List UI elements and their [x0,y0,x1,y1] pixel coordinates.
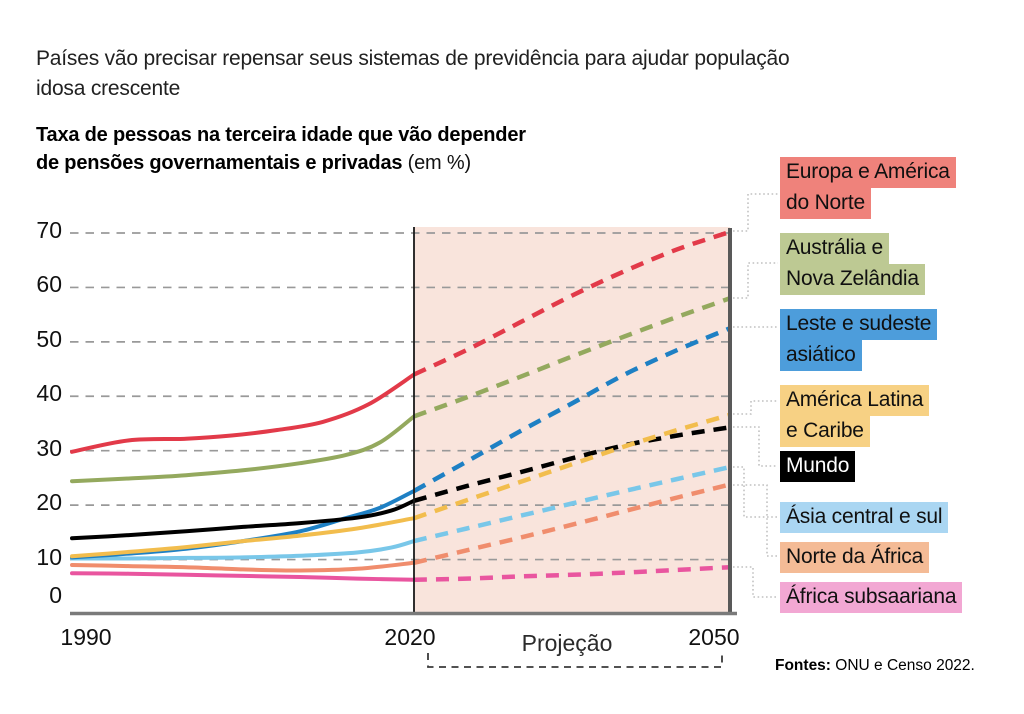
legend-item-australia: Austrália e Nova Zelândia [780,233,925,295]
leader-line-mundo [733,426,778,467]
legend-item-leste: Leste e sudeste asiático [780,309,938,371]
chart-title-line-1: Taxa de pessoas na terceira idade que vã… [36,124,526,146]
leader-line-norte_africa [733,484,778,557]
legend-item-norte_africa: Norte da África [780,542,930,573]
legend-item-mundo: Mundo [780,451,856,482]
series-solid-europa [70,372,416,454]
legend-label-australia-line-2: Nova Zelândia [780,264,925,295]
headline: Países vão precisar repensar seus sistem… [36,44,790,104]
legend-label-norte_africa-line-1: Norte da África [780,542,930,573]
y-tick-10: 10 [36,543,62,570]
chart-title-line-2: de pensões governamentais e privadas (em… [36,152,471,174]
headline-line-2: idosa crescente [36,77,181,100]
chart-title-unit: (em %) [407,152,471,174]
chart-title: Taxa de pessoas na terceira idade que vã… [36,121,526,177]
legend-label-europa-line-2: do Norte [780,188,871,219]
leader-line-latina [733,400,778,415]
legend-item-europa: Europa e América do Norte [780,157,956,219]
x-tick-2020: 2020 [384,624,436,650]
series-projection-asia_central [413,464,731,544]
y-tick-0: 0 [49,582,62,608]
legend-label-leste-line-2: asiático [780,340,862,371]
headline-line-1: Países vão precisar repensar seus sistem… [36,47,790,70]
legend-label-latina-line-1: América Latina [780,385,930,416]
series-solid-africa_sub [70,571,416,582]
series-projection-norte_africa [413,482,731,565]
leader-line-europa [733,193,778,232]
projection-band [414,227,730,613]
legend-label-europa-line-1: Europa e América [780,157,956,188]
x-tick-1990: 1990 [60,624,112,650]
series-solid-leste [70,489,416,560]
leader-line-asia_central [733,466,778,518]
source-note-label: Fontes: [775,657,831,674]
legend-item-asia_central: Ásia central e sul [780,502,949,533]
series-solid-mundo [70,498,416,541]
legend-item-latina: América Latina e Caribe [780,385,930,447]
series-solid-latina [70,516,416,559]
source-note-text: ONU e Censo 2022. [835,657,975,674]
series-projection-mundo [413,425,731,503]
y-tick-70: 70 [36,216,62,243]
series-projection-europa [413,229,731,377]
projection-bracket [427,653,723,668]
x-tick-2050: 2050 [688,624,740,650]
series-projection-latina [413,412,731,521]
legend-label-africa_sub-line-1: África subsaariana [780,582,963,613]
legend-item-africa_sub: África subsaariana [780,582,963,613]
legend-label-latina-line-2: e Caribe [780,416,870,447]
series-solid-asia_central [70,539,416,561]
series-projection-leste [412,326,731,493]
projection-label: Projeção [521,630,613,656]
y-tick-60: 60 [36,271,62,298]
y-tick-50: 50 [36,325,62,352]
y-tick-30: 30 [36,434,62,461]
series-solid-australia [70,414,416,484]
series-projection-australia [413,296,731,419]
series-projection-africa_sub [413,564,731,582]
y-tick-20: 20 [36,489,62,516]
leader-line-australia [733,262,778,299]
leader-line-africa_sub [733,566,778,598]
legend-label-leste-line-1: Leste e sudeste [780,309,938,340]
source-note: Fontes: ONU e Censo 2022. [775,657,975,675]
series-solid-norte_africa [70,560,416,573]
legend-label-australia-line-1: Austrália e [780,233,890,264]
legend-label-asia_central-line-1: Ásia central e sul [780,502,949,533]
y-tick-40: 40 [36,380,62,407]
legend-label-mundo-line-1: Mundo [780,451,856,482]
